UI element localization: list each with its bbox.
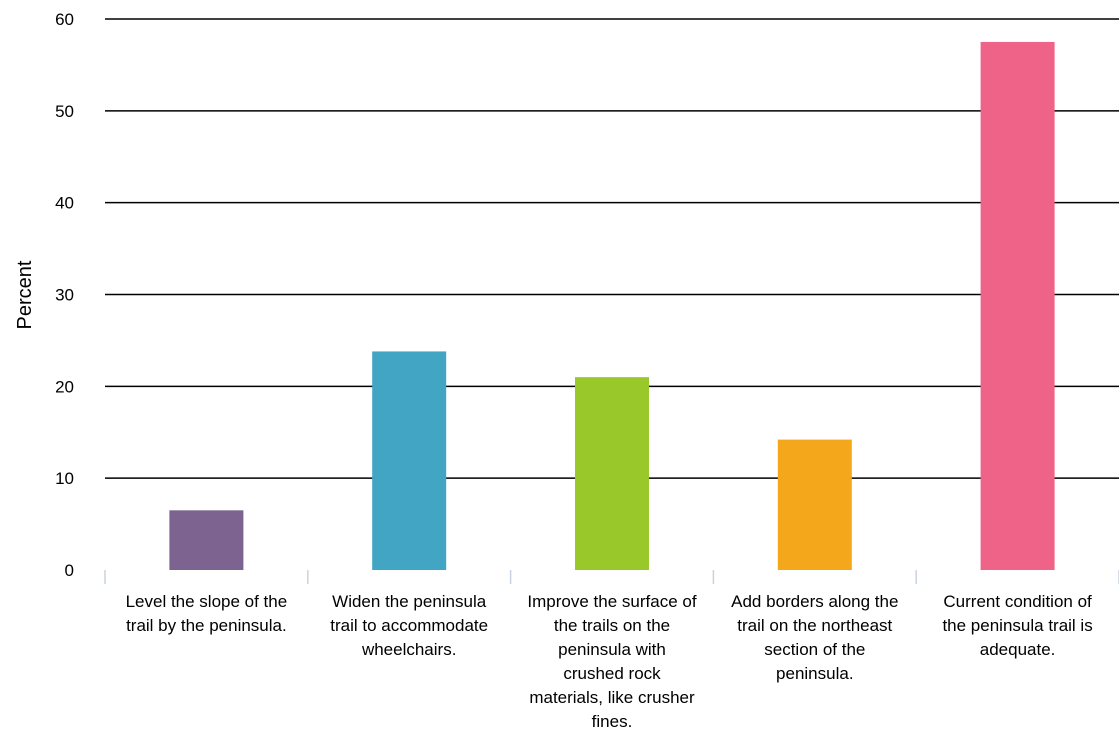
y-tick-label: 20: [55, 377, 74, 396]
bar: [777, 439, 852, 570]
x-category-label: Widen the peninsula trail to accommodate…: [330, 592, 489, 659]
y-tick-label: 30: [55, 286, 74, 305]
y-tick-label: 60: [55, 10, 74, 29]
bar: [169, 510, 244, 570]
x-category-label: Current condition of the peninsula trail…: [942, 592, 1093, 659]
x-category-label: Level the slope of the trail by the peni…: [125, 592, 288, 635]
bar: [980, 41, 1055, 571]
y-tick-label: 0: [65, 561, 74, 580]
bar: [575, 377, 649, 570]
gridlines: [105, 18, 1119, 479]
y-tick-label: 10: [55, 469, 74, 488]
bars: [169, 41, 1055, 571]
y-axis-tick-labels: 0 10 20 30 40 50 60: [55, 10, 74, 580]
y-axis-title: Percent: [14, 260, 36, 329]
x-category-label: Add borders along the trail on the north…: [731, 592, 899, 683]
x-category-label: Improve the surface of the trails on the…: [527, 592, 697, 731]
y-tick-label: 50: [55, 102, 74, 121]
x-axis-ticks: [104, 570, 1119, 584]
y-tick-label: 40: [55, 194, 74, 213]
bar: [372, 351, 447, 570]
